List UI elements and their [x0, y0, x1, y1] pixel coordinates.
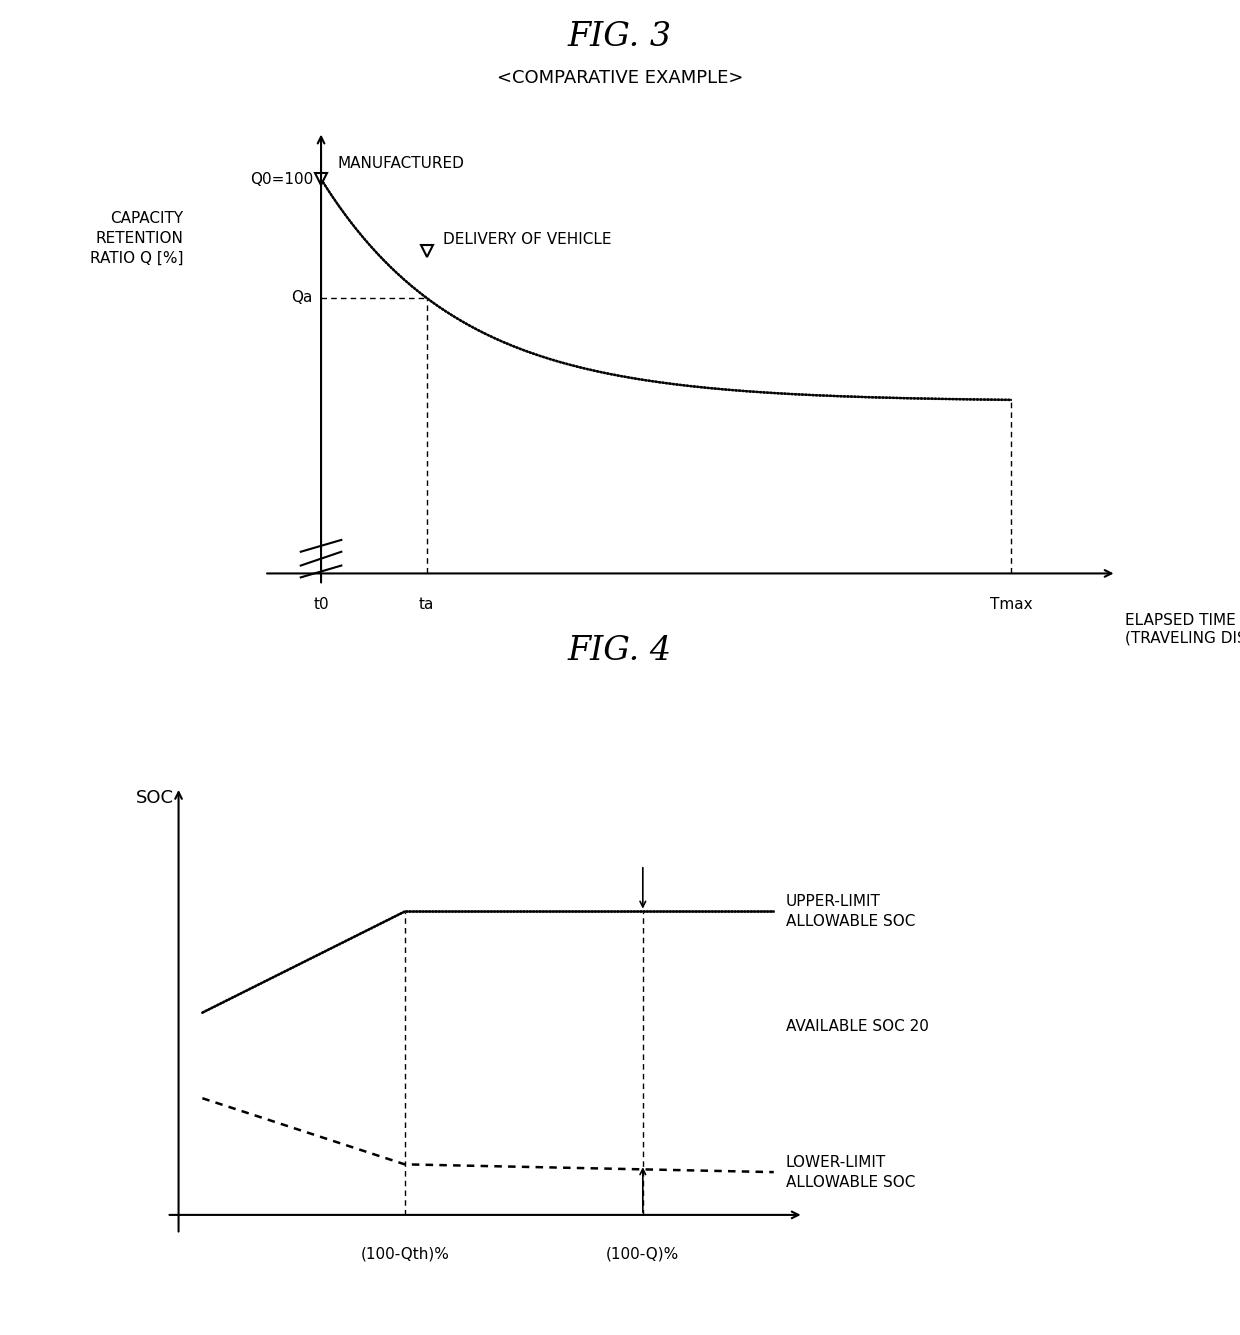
- Text: Tmax: Tmax: [990, 597, 1032, 613]
- Text: UPPER-LIMIT
ALLOWABLE SOC: UPPER-LIMIT ALLOWABLE SOC: [786, 894, 915, 929]
- Text: ELAPSED TIME
(TRAVELING DISTANCE): ELAPSED TIME (TRAVELING DISTANCE): [1125, 613, 1240, 645]
- Text: Q0=100: Q0=100: [249, 171, 312, 187]
- Text: DELIVERY OF VEHICLE: DELIVERY OF VEHICLE: [443, 231, 611, 247]
- Text: (100-Q)%: (100-Q)%: [606, 1246, 680, 1262]
- Text: <COMPARATIVE EXAMPLE>: <COMPARATIVE EXAMPLE>: [497, 69, 743, 87]
- Text: FIG. 3: FIG. 3: [568, 21, 672, 53]
- Text: ta: ta: [419, 597, 434, 613]
- Text: LOWER-LIMIT
ALLOWABLE SOC: LOWER-LIMIT ALLOWABLE SOC: [786, 1155, 915, 1189]
- Text: t0: t0: [314, 597, 329, 613]
- Text: SOC: SOC: [135, 789, 174, 806]
- Text: (100-Qth)%: (100-Qth)%: [361, 1246, 449, 1262]
- Text: FIG. 4: FIG. 4: [568, 635, 672, 668]
- Text: AVAILABLE SOC 20: AVAILABLE SOC 20: [786, 1019, 929, 1033]
- Text: CAPACITY
RETENTION
RATIO Q [%]: CAPACITY RETENTION RATIO Q [%]: [89, 211, 184, 266]
- Text: MANUFACTURED: MANUFACTURED: [337, 156, 464, 171]
- Text: Qa: Qa: [291, 291, 312, 306]
